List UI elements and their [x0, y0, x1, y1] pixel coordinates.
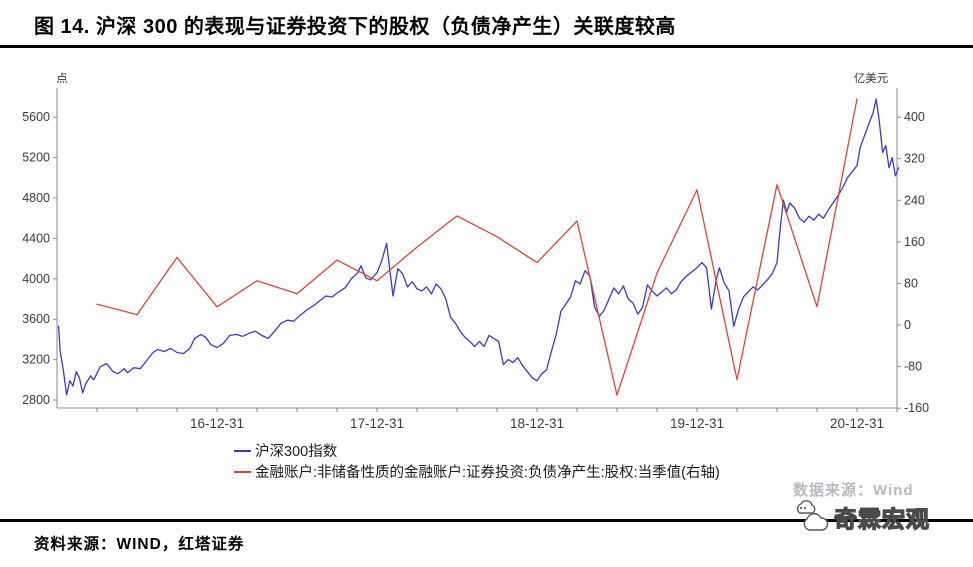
- legend-label-csi300: 沪深300指数: [255, 444, 338, 460]
- cloud-logo-icon: [796, 500, 829, 531]
- svg-text:16-12-31: 16-12-31: [190, 416, 244, 431]
- svg-text:4800: 4800: [22, 191, 50, 205]
- svg-text:2800: 2800: [22, 393, 50, 407]
- svg-text:4000: 4000: [22, 272, 50, 286]
- brand-logo: 奇霖宏观: [792, 500, 930, 534]
- axes: 2800 3200 3600 4000 4400 4800 5200 5600 -160 -80 0…: [22, 71, 929, 431]
- title-divider-rule: [0, 45, 973, 48]
- svg-text:320: 320: [904, 152, 925, 166]
- legend-item-csi300: 沪深300指数: [234, 440, 720, 461]
- svg-text:18-12-31: 18-12-31: [510, 416, 564, 431]
- brand-logo-text: 奇霖宏观: [833, 505, 930, 532]
- svg-text:80: 80: [904, 276, 918, 290]
- svg-text:4400: 4400: [22, 231, 50, 245]
- figure-title: 图 14. 沪深 300 的表现与证券投资下的股权（负债净产生）关联度较高: [34, 16, 676, 38]
- footer-divider-rule: [0, 519, 973, 522]
- legend-line-swatch-red: [234, 470, 251, 473]
- series-line-csi300: [57, 98, 900, 396]
- svg-text:0: 0: [904, 318, 911, 332]
- svg-text:5200: 5200: [22, 151, 50, 165]
- legend-line-swatch-blue: [234, 449, 251, 452]
- legend-label-equity-flows: 金融账户:非储备性质的金融账户:证券投资:负债净产生:股权:当季值(右轴): [255, 465, 720, 481]
- svg-text:17-12-31: 17-12-31: [350, 416, 404, 431]
- dual-axis-line-chart: 2800 3200 3600 4000 4400 4800 5200 5600 -160 -80 0…: [22, 71, 929, 431]
- svg-text:3600: 3600: [22, 312, 50, 326]
- svg-text:400: 400: [904, 110, 925, 124]
- footer-source-text: 资料来源：WIND，红塔证券: [34, 536, 245, 553]
- svg-text:3200: 3200: [22, 353, 50, 367]
- svg-text:亿美元: 亿美元: [854, 71, 889, 85]
- chart-legend: 沪深300指数 金融账户:非储备性质的金融账户:证券投资:负债净产生:股权:当季…: [234, 440, 720, 482]
- svg-text:160: 160: [904, 235, 925, 249]
- data-source-watermark: 数据来源：Wind: [793, 482, 914, 499]
- svg-text:-160: -160: [904, 401, 929, 415]
- svg-text:点: 点: [56, 72, 68, 85]
- svg-text:-80: -80: [904, 360, 922, 374]
- svg-text:240: 240: [904, 193, 925, 207]
- series-line-equity-flows: [96, 98, 858, 396]
- svg-text:19-12-31: 19-12-31: [670, 416, 724, 431]
- svg-text:5600: 5600: [22, 110, 50, 124]
- legend-item-equity-flows: 金融账户:非储备性质的金融账户:证券投资:负债净产生:股权:当季值(右轴): [234, 461, 720, 482]
- svg-text:20-12-31: 20-12-31: [830, 416, 884, 431]
